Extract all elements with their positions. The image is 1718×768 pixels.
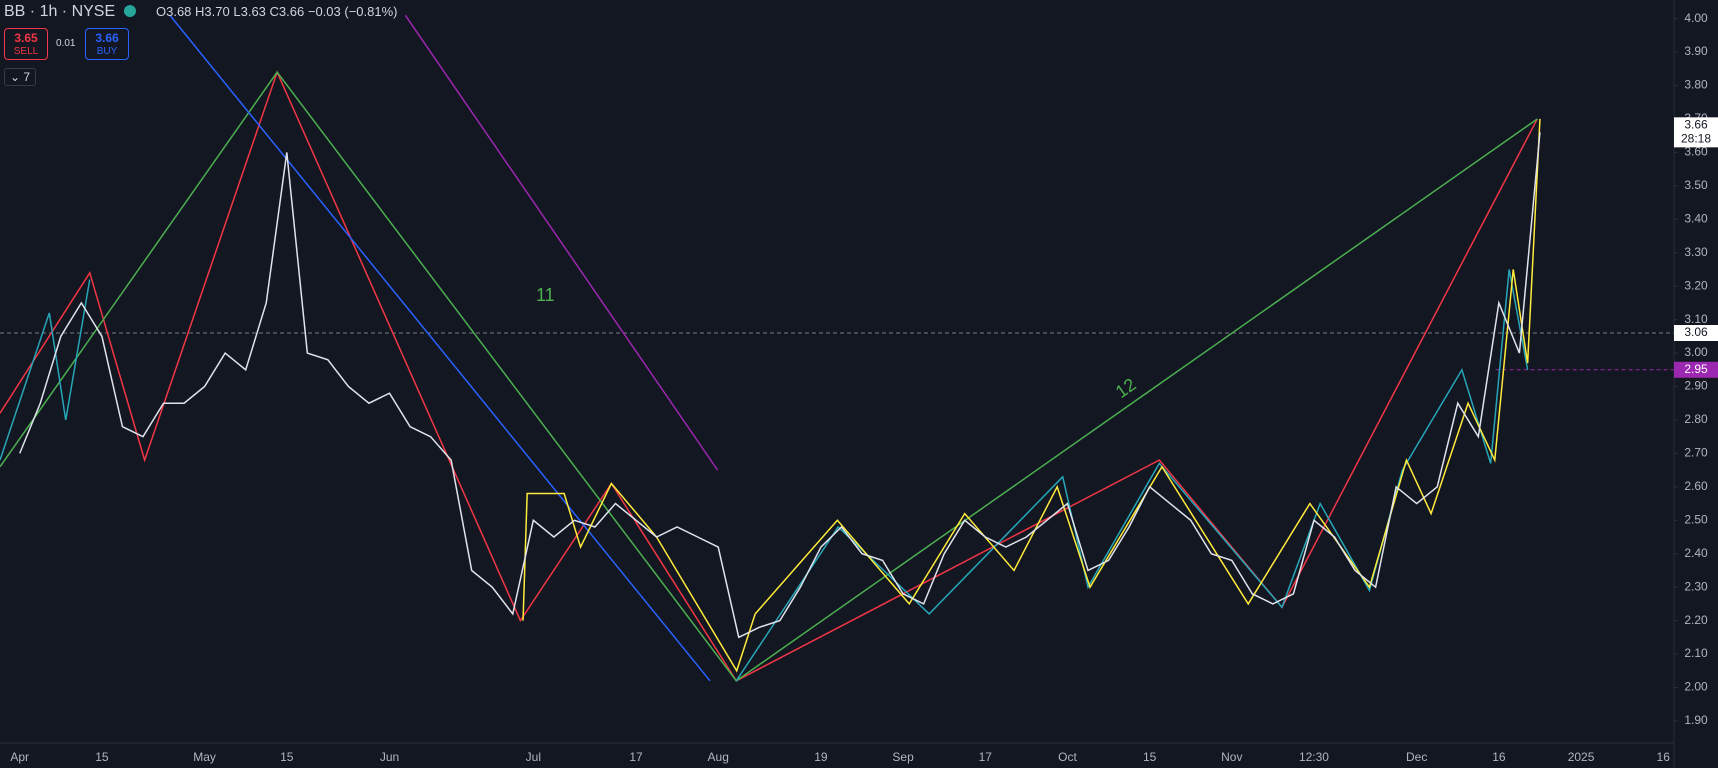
x-tick-label: Jul <box>526 750 541 764</box>
y-tick-label: 1.90 <box>1684 713 1708 727</box>
annotation: 11 <box>536 285 555 305</box>
trend-drawing <box>0 70 1538 682</box>
x-tick-label: Nov <box>1221 750 1242 764</box>
symbol[interactable]: BB · 1h · NYSE <box>4 3 116 20</box>
y-tick-label: 3.00 <box>1684 345 1708 359</box>
indicator-count: 7 <box>23 70 31 84</box>
x-tick-label: Jun <box>380 750 399 764</box>
low: L3.63 <box>233 4 266 19</box>
x-tick-label: 15 <box>1143 750 1157 764</box>
y-tick-label: 2.20 <box>1684 613 1708 627</box>
countdown: 28:18 <box>1681 132 1711 146</box>
trend-drawing <box>404 14 719 471</box>
buy-price: 3.66 <box>95 31 119 45</box>
buy-label: BUY <box>96 46 118 57</box>
price-tag <box>1674 361 1718 378</box>
y-tick-label: 2.30 <box>1684 579 1708 593</box>
open: O3.68 <box>156 4 192 19</box>
trend-drawing <box>0 279 91 461</box>
x-tick-label: Oct <box>1058 750 1077 764</box>
x-tick-label: May <box>193 750 216 764</box>
trend-drawing <box>522 118 1541 673</box>
x-tick-label: 16 <box>1657 750 1671 764</box>
y-tick-label: 3.80 <box>1684 78 1708 92</box>
price-line-series <box>19 132 1541 639</box>
trend-drawing <box>735 269 1529 682</box>
x-tick-label: 15 <box>95 750 109 764</box>
y-tick-label: 2.50 <box>1684 512 1708 526</box>
x-tick-label: 2025 <box>1568 750 1595 764</box>
status-dot <box>124 5 136 17</box>
y-tick-label: 3.60 <box>1684 145 1708 159</box>
x-tick-label: 16 <box>1492 750 1506 764</box>
price-tag <box>1674 324 1718 341</box>
spread: 0.01 <box>56 38 76 49</box>
close: C3.66 <box>269 4 305 19</box>
y-tick-label: 2.40 <box>1684 546 1708 560</box>
price-tag-label: 2.95 <box>1684 362 1708 376</box>
y-tick-label: 2.70 <box>1684 446 1708 460</box>
y-tick-label: 3.10 <box>1684 312 1708 326</box>
y-tick-label: 3.40 <box>1684 211 1708 225</box>
sell-price: 3.65 <box>14 31 38 45</box>
y-tick-label: 3.50 <box>1684 178 1708 192</box>
ohlc: O3.68 H3.70 L3.63 C3.66 −0.03 (−0.81%) <box>156 4 398 19</box>
trend-drawing <box>0 70 1538 682</box>
last-price-label: 3.66 <box>1684 118 1708 132</box>
sell-label: SELL <box>13 46 39 57</box>
y-tick-label: 4.00 <box>1684 11 1708 25</box>
x-tick-label: 17 <box>629 750 643 764</box>
y-tick-label: 2.00 <box>1684 680 1708 694</box>
x-tick-label: Dec <box>1406 750 1427 764</box>
y-tick-label: 2.80 <box>1684 412 1708 426</box>
y-tick-label: 3.30 <box>1684 245 1708 259</box>
y-tick-label: 2.60 <box>1684 479 1708 493</box>
y-tick-label: 2.10 <box>1684 646 1708 660</box>
last-price-tag <box>1674 117 1718 148</box>
x-tick-label: Aug <box>708 750 729 764</box>
y-tick-label: 3.20 <box>1684 278 1708 292</box>
price-tag-label: 3.06 <box>1684 325 1708 339</box>
x-tick-label: Sep <box>892 750 914 764</box>
change: −0.03 (−0.81%) <box>307 4 398 19</box>
y-tick-label: 3.90 <box>1684 44 1708 58</box>
x-tick-label: 19 <box>814 750 828 764</box>
sell-button[interactable]: 3.65 SELL <box>4 28 48 60</box>
trend-drawing <box>169 14 711 682</box>
x-tick-label: Apr <box>10 750 29 764</box>
y-tick-label: 2.90 <box>1684 379 1708 393</box>
x-tick-label: 17 <box>979 750 993 764</box>
indicators-toggle[interactable]: ⌄ 7 <box>4 68 37 86</box>
plot-area <box>0 14 1674 682</box>
x-tick-label: 15 <box>280 750 294 764</box>
high: H3.70 <box>195 4 230 19</box>
x-tick-label: 12:30 <box>1299 750 1329 764</box>
buy-button[interactable]: 3.66 BUY <box>85 28 129 60</box>
